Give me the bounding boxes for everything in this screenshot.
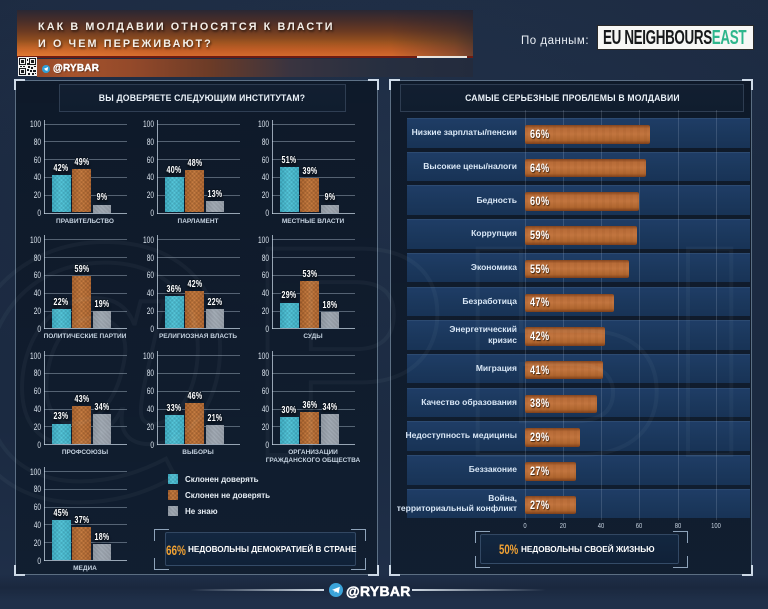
svg-text:@РЫБАР: @РЫБАР	[0, 183, 768, 519]
